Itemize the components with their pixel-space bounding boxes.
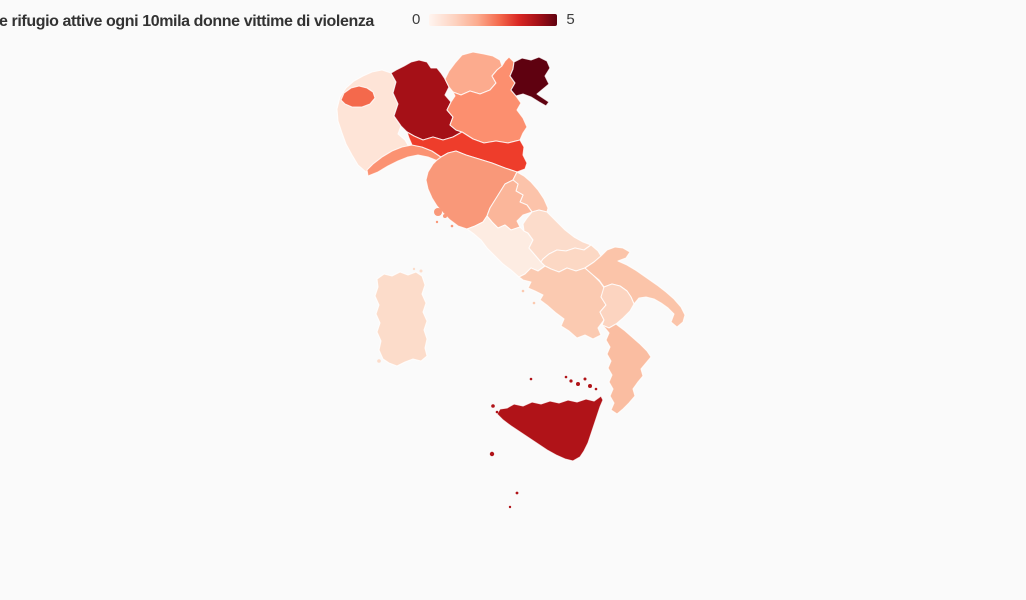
island-dot-sicilia <box>588 384 592 388</box>
region-sicilia[interactable] <box>496 395 604 462</box>
region-puglia[interactable] <box>584 246 686 328</box>
region-basilicata[interactable] <box>599 283 635 329</box>
island-dot-sicilia <box>576 382 580 386</box>
region-campania[interactable] <box>518 265 607 340</box>
color-legend: 0 5 <box>412 12 575 27</box>
legend-min-label: 0 <box>412 11 421 28</box>
island-dot-sardegna <box>419 269 423 273</box>
island-dot-sicilia <box>594 387 598 391</box>
region-calabria[interactable] <box>601 323 652 415</box>
island-dot-toscana <box>443 214 447 218</box>
island-dot-toscana <box>435 220 439 224</box>
island-dot-toscana <box>450 224 454 228</box>
island-dot-sardegna <box>412 267 416 271</box>
island-dot-sardegna <box>377 359 381 363</box>
region-friuli-venezia-giulia[interactable] <box>509 56 551 107</box>
island-dot-sicilia <box>529 377 533 381</box>
region-emilia-romagna[interactable] <box>406 131 528 173</box>
region-sardegna[interactable] <box>374 271 428 367</box>
island-dot-toscana <box>434 208 442 216</box>
island-dot-sicilia <box>515 491 519 495</box>
island-dot-campania <box>532 301 536 305</box>
island-dot-sicilia <box>583 377 587 381</box>
legend-gradient-bar <box>429 13 558 26</box>
island-dot-sicilia <box>495 410 499 414</box>
legend-max-label: 5 <box>566 11 575 28</box>
island-dot-sicilia <box>491 404 495 408</box>
island-dot-sicilia <box>489 451 495 457</box>
island-dot-sicilia <box>569 379 573 383</box>
chart-title: e rifugio attive ogni 10mila donne vitti… <box>0 13 374 30</box>
island-dot-sicilia <box>508 505 512 509</box>
island-dot-campania <box>521 289 525 293</box>
region-valle-daosta[interactable] <box>340 85 376 108</box>
island-dot-sicilia <box>564 375 568 379</box>
